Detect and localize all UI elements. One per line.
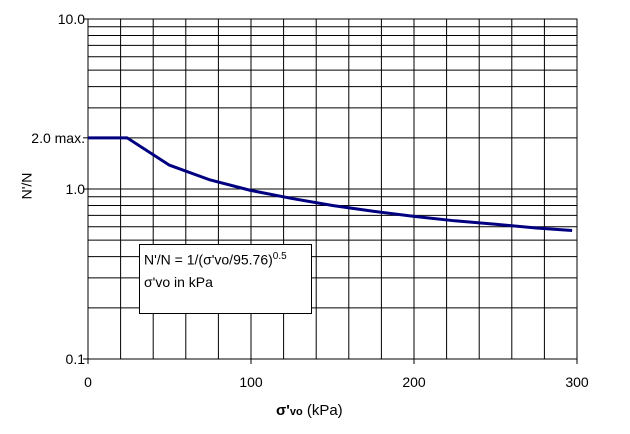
y-tick-label: 1.0 xyxy=(66,181,86,197)
y-tick-label: 0.1 xyxy=(66,351,86,367)
y-axis-label: N'/N xyxy=(18,172,35,200)
x-tick-label: 300 xyxy=(565,374,589,390)
equation-annotation: N'/N = 1/(σ'vo/95.76)0.5 σ'vo in kPa xyxy=(139,244,312,314)
unit-note: σ'vo in kPa xyxy=(144,273,213,290)
y-tick-label: 10.0 xyxy=(58,11,85,27)
x-label-unit: (kPa) xyxy=(302,402,343,419)
y-tick-label: 2.0 max. xyxy=(31,130,85,146)
x-label-symbol: σ' xyxy=(276,402,290,419)
equation: N'/N = 1/(σ'vo/95.76) xyxy=(144,251,273,268)
equation-exponent: 0.5 xyxy=(272,251,287,262)
x-tick-label: 200 xyxy=(402,374,426,390)
x-label-sub: vo xyxy=(289,406,303,418)
x-axis-label: σ'vo (kPa) xyxy=(276,402,343,419)
x-tick-label: 0 xyxy=(84,374,92,390)
x-tick-label: 100 xyxy=(239,374,263,390)
series-line xyxy=(88,136,573,232)
